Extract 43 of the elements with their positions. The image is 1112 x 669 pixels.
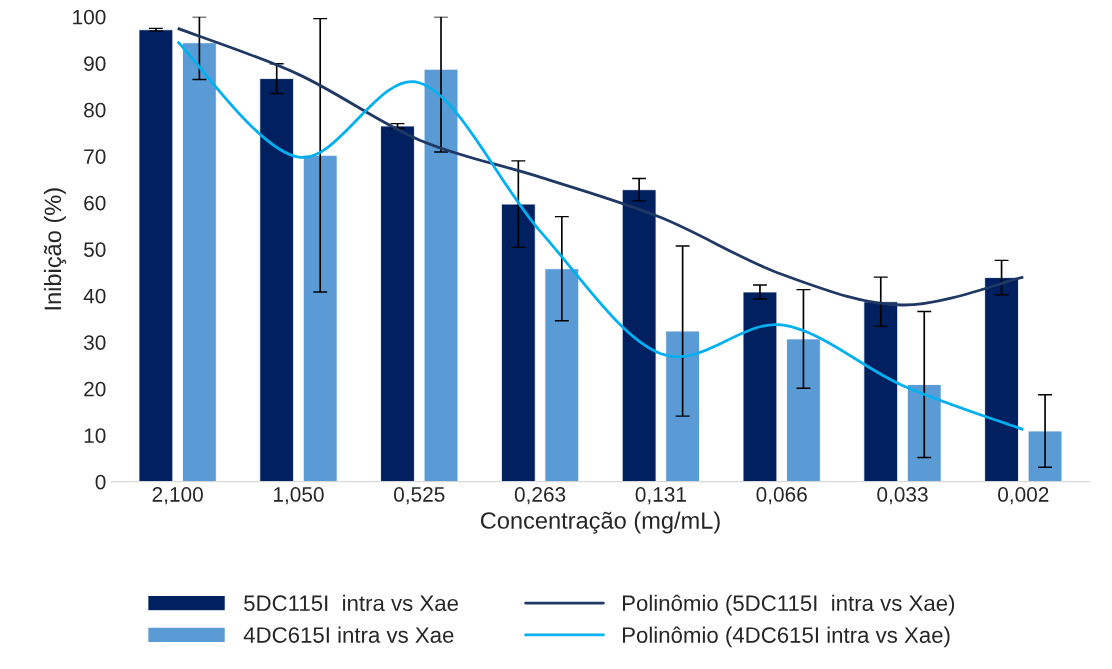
bar [259,78,295,482]
y-tick-label: 40 [83,288,106,304]
x-tick-label: 1,050 [273,487,324,505]
bar [1027,430,1063,482]
y-tick-label: 70 [84,149,106,164]
y-tick-label: 20 [84,381,106,397]
y-tick-label: 100 [73,9,106,25]
x-axis-title: Concentração (mg/mL) [480,511,720,534]
bar [380,125,415,482]
y-tick-label: 10 [84,428,106,443]
x-tick-label: 0,066 [756,487,807,505]
bar [742,291,778,482]
legend-label: Polinômio (5DC115I intra vs Xae) [622,594,955,616]
x-tick-label: 0,525 [394,487,445,505]
x-tick-label: 0,131 [635,487,686,505]
line-series [176,26,1025,307]
legend-label: 4DC615I intra vs Xae [243,626,454,643]
bar [302,154,338,482]
bar [665,330,700,482]
bar [544,268,580,482]
y-tick-label: 50 [84,242,106,257]
bar [906,384,942,482]
bar [621,189,657,482]
bar [786,338,821,482]
bar [182,42,217,482]
legend-label: 5DC115I intra vs Xae [244,594,458,612]
y-tick-label: 30 [83,335,106,350]
bar [984,277,1019,482]
y-tick-label: 90 [84,56,106,71]
y-axis-title: Inibição (%) [43,188,67,310]
bar [863,301,899,482]
y-tick-label: 80 [84,102,106,118]
bar [138,29,174,482]
x-tick-label: 2,100 [152,487,203,505]
legend-label: Polinômio (4DC615I intra vs Xae) [622,626,950,648]
line-series [176,40,1025,431]
x-tick-label: 0,002 [998,487,1049,505]
y-tick-label: 0 [95,474,106,490]
bar [423,68,459,482]
y-tick-label: 60 [84,195,106,211]
bar [501,203,536,482]
x-tick-label: 0,033 [877,487,928,505]
x-tick-label: 0,263 [514,487,566,505]
